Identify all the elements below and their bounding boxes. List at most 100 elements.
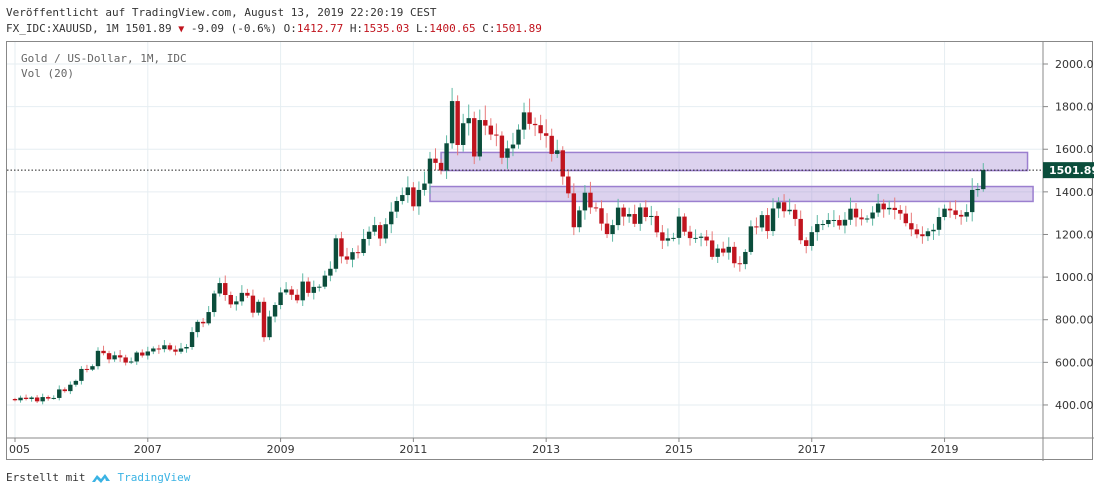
candle-body [449,101,455,144]
candle-body [45,397,51,399]
candle-body [40,397,45,402]
candle [726,237,731,260]
candle-body [156,348,162,350]
candle-body [859,217,864,220]
candle [643,200,648,222]
candle-body [405,187,411,196]
candle [942,204,947,221]
candle [964,204,969,222]
candle [853,203,859,227]
candle [377,221,383,247]
candle-body [626,214,632,217]
candle [704,230,709,247]
candle [278,287,283,310]
candle-body [555,150,560,154]
candle [184,344,189,353]
candle-body [261,301,267,338]
candle [283,282,289,295]
candle [433,148,438,171]
candle [732,241,737,268]
candle-body [671,237,676,239]
candle-body [499,135,505,158]
candle-body [438,162,444,171]
candle [532,117,538,137]
candle [422,171,427,196]
candle-body [831,219,837,221]
candle [311,280,316,300]
candle-body [521,112,527,130]
candle-body [455,101,460,145]
candle-body [123,357,128,363]
candle-body [516,129,521,145]
candle [566,169,571,198]
candle [460,113,466,152]
candle-body [223,283,228,296]
low-value: 1400.65 [429,22,476,35]
candle [975,183,980,197]
candle [815,215,820,241]
candle [864,215,870,223]
symbol: FX_IDC:XAUUSD, 1M 1501.89 [6,22,172,35]
candle [693,229,698,243]
candle [931,223,936,240]
candle [632,204,637,228]
candle [90,364,95,372]
candle [151,346,156,355]
candle-body [289,289,294,295]
last-price-label: 1501.89 [1049,164,1094,177]
made-with-label: Erstellt mit [6,471,86,484]
candle-body [84,368,90,370]
candle-body [510,144,516,149]
candle [947,201,953,218]
candle-body [875,203,881,213]
candle-body [837,219,842,226]
candle [339,231,344,264]
candle [792,204,798,227]
y-tick-label: 1600.00 [1055,143,1094,156]
chart-frame[interactable]: 400.00 600.00 800.00 1000.00 1200.00 1400.00 1… [6,41,1094,461]
x-tick-label: 2015 [665,443,693,456]
candle-body [748,226,754,252]
candle-body [870,212,875,219]
candle-body [283,289,289,293]
candle-body [571,193,577,228]
candle-body [892,207,897,210]
candle [936,207,942,236]
candle-body [195,321,200,333]
y-tick-label: 1200.00 [1055,228,1094,241]
candle-body [355,252,361,254]
candle-body [732,246,737,264]
candle-body [333,238,339,269]
candle [776,197,781,218]
candle [134,350,139,365]
candle-body [887,207,892,210]
candle [438,158,444,175]
candle [317,284,322,292]
candle [781,194,787,218]
candle-body [361,238,366,254]
candle-body [134,352,139,362]
candle [737,256,743,272]
candle [538,114,543,141]
candle [859,208,864,226]
candle [416,181,422,215]
candle [84,364,90,373]
candle-body [593,207,599,209]
candle-body [582,192,588,211]
candle-body [350,252,355,260]
candle-body [472,118,477,157]
candle [206,306,211,326]
candle [920,226,925,244]
candle [256,299,261,316]
tradingview-link[interactable]: TradingView [117,471,191,484]
candle-body [140,352,145,356]
candle-body [389,211,394,225]
candle [261,297,267,342]
candle-body [604,223,610,235]
candlestick-chart[interactable]: 400.00 600.00 800.00 1000.00 1200.00 1400.00 1… [7,42,1094,461]
candle [466,104,471,136]
candle [189,327,195,350]
candle-body [167,345,173,350]
low-label: L: [416,22,430,35]
candle [444,135,449,179]
